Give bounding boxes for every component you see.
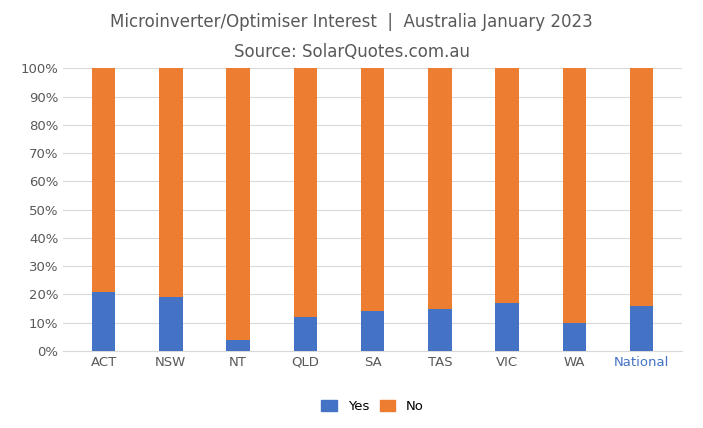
Bar	[226, 68, 250, 340]
Bar	[630, 306, 653, 351]
Bar	[496, 303, 519, 351]
Bar	[428, 309, 451, 351]
Text: Source: SolarQuotes.com.au: Source: SolarQuotes.com.au	[233, 43, 470, 61]
Text: Microinverter/Optimiser Interest  |  Australia January 2023: Microinverter/Optimiser Interest | Austr…	[110, 13, 593, 31]
Legend: Yes, No: Yes, No	[316, 394, 429, 418]
Bar	[562, 68, 586, 323]
Bar	[361, 312, 385, 351]
Bar	[159, 68, 183, 297]
Bar	[92, 291, 115, 351]
Bar	[159, 297, 183, 351]
Bar	[294, 317, 317, 351]
Bar	[428, 68, 451, 309]
Bar	[496, 68, 519, 303]
Bar	[562, 323, 586, 351]
Bar	[361, 68, 385, 312]
Bar	[294, 68, 317, 317]
Bar	[226, 340, 250, 351]
Bar	[92, 68, 115, 291]
Bar	[630, 68, 653, 306]
